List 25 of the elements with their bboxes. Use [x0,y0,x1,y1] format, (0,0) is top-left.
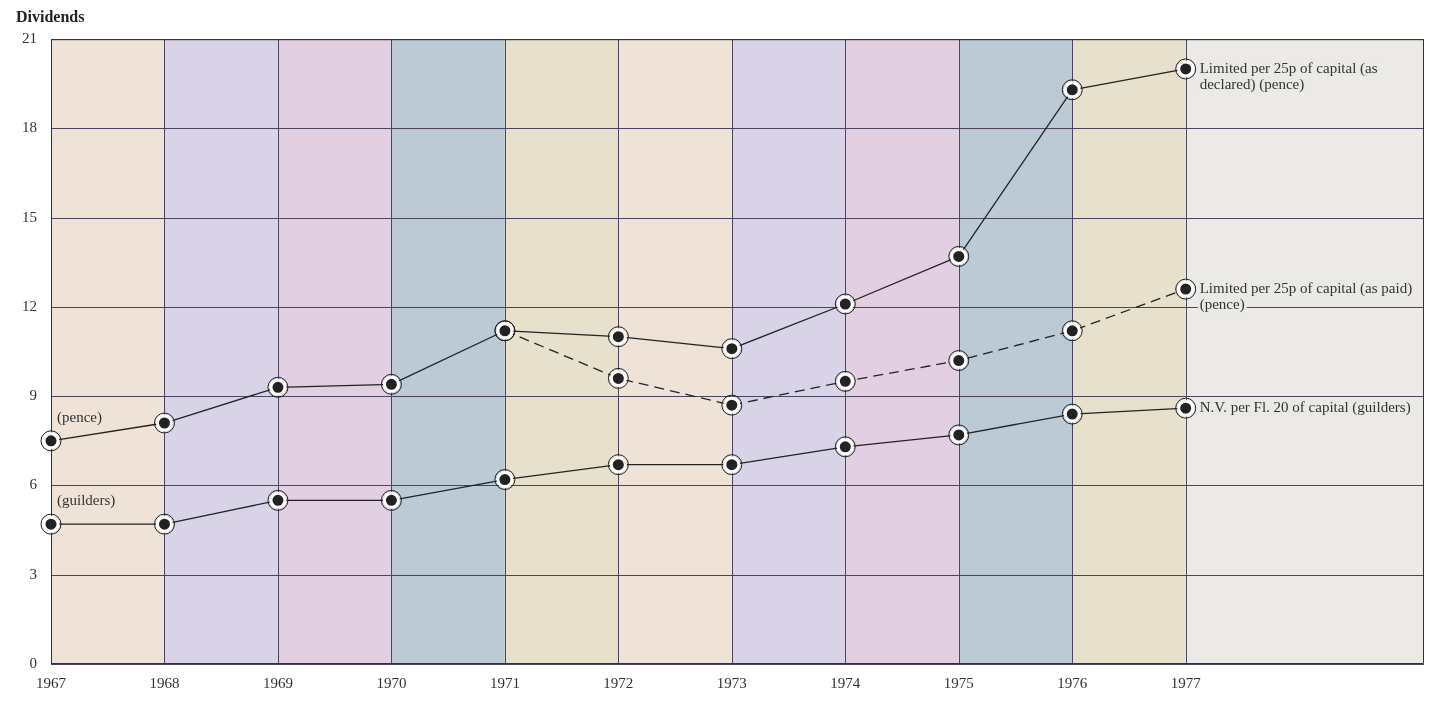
x-tick-label: 1975 [943,674,974,691]
chart-title: Dividends [16,7,85,25]
x-tick-label: 1977 [1170,674,1202,691]
x-tick-label: 1968 [149,674,180,691]
x-tick-label: 1970 [376,674,407,691]
series-label: N.V. per Fl. 20 of capital (guilders) [1199,399,1411,417]
y-tick-label: 18 [22,119,37,136]
annotation: (guilders) [57,492,116,510]
x-tick-label: 1976 [1057,674,1088,691]
y-tick-label: 9 [29,387,37,404]
series-label: Limited per 25p of capital (as declared) (pence) [1199,59,1378,93]
x-tick-label: 1974 [830,674,861,691]
x-tick-label: 1969 [262,674,293,691]
x-tick-label: 1967 [36,674,67,691]
x-tick-label: 1973 [716,674,747,691]
x-tick-label: 1972 [603,674,634,691]
y-tick-label: 21 [22,30,37,47]
x-tick-label: 1971 [489,674,520,691]
y-tick-label: 15 [22,208,37,225]
y-tick-label: 0 [29,654,37,671]
series-label: Limited per 25p of capital (as paid) (pence) [1199,280,1413,314]
y-tick-label: 3 [29,565,37,582]
annotation: (pence) [57,408,102,426]
y-tick-label: 6 [29,476,38,493]
y-tick-label: 12 [22,297,37,314]
